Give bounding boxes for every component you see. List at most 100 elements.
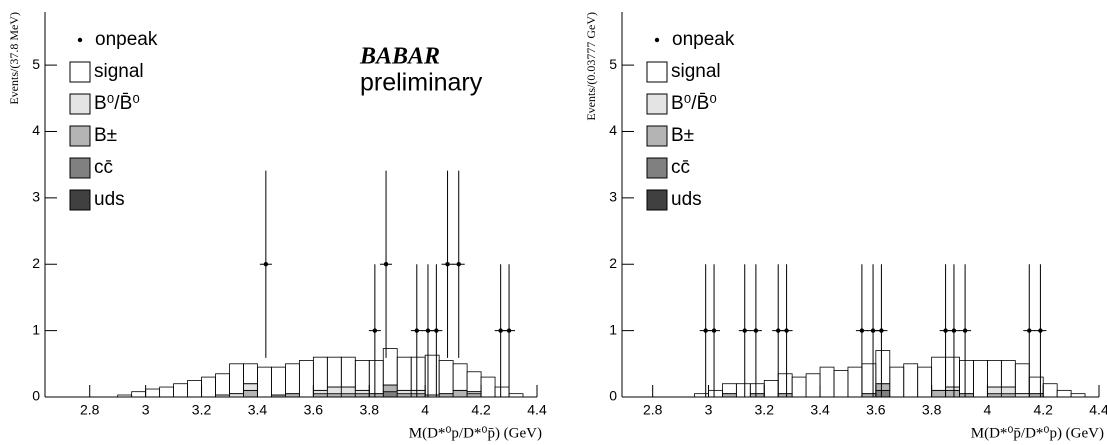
signal-bar — [889, 366, 905, 398]
x-tick-label: 4 — [421, 402, 429, 418]
signal-bar — [257, 366, 272, 398]
background-bar — [396, 389, 412, 395]
data-point — [776, 328, 781, 333]
signal-bar — [903, 363, 919, 398]
legend-swatch — [646, 93, 668, 115]
signal-bar — [987, 360, 1002, 388]
legend-label: onpeak — [95, 29, 158, 50]
background-bar — [410, 389, 426, 395]
data-point — [414, 328, 419, 333]
y-tick-label: 1 — [32, 321, 40, 337]
y-tick-label: 0 — [609, 388, 617, 404]
y-axis-label: Events/(37.8 MeV) — [7, 12, 21, 105]
signal-bar — [791, 376, 807, 398]
legend-label: onpeak — [672, 29, 735, 50]
y-tick-label: 3 — [609, 189, 617, 205]
data-point — [742, 328, 747, 333]
legend-label: signal — [671, 61, 721, 82]
legend-swatch — [69, 61, 91, 83]
y-axis-label: Events/(0.03777 GeV) — [584, 12, 598, 121]
signal-bar — [833, 370, 849, 398]
legend-label: uds — [94, 189, 125, 210]
legend-label: cc̄ — [671, 157, 690, 178]
data-point — [383, 262, 389, 267]
data-point — [859, 328, 865, 333]
signal-bar — [1014, 363, 1030, 395]
signal-bar — [819, 366, 835, 398]
signal-bar — [131, 391, 147, 398]
background-bar — [326, 386, 342, 395]
legend-swatch — [69, 157, 91, 179]
legend-label: uds — [671, 189, 702, 210]
x-tick-label: 4.2 — [1033, 402, 1053, 418]
signal-bar — [271, 366, 286, 396]
signal-bar — [354, 360, 370, 391]
signal-bar — [875, 350, 891, 385]
y-tick-label: 4 — [609, 122, 617, 138]
background-bar — [382, 391, 398, 398]
background-bar — [945, 386, 960, 391]
data-point — [962, 328, 968, 333]
data-point — [784, 328, 789, 333]
signal-bar — [805, 373, 821, 398]
background-bar — [340, 386, 356, 395]
legend-swatch — [646, 61, 668, 83]
data-point — [1038, 328, 1043, 333]
x-tick-label: 2.8 — [643, 402, 663, 418]
data-point — [943, 328, 948, 333]
legend-label: signal — [94, 61, 144, 82]
y-tick-label: 1 — [609, 321, 617, 337]
legend-label: B± — [94, 125, 117, 146]
signal-bar — [187, 380, 202, 398]
legend-swatch — [69, 125, 91, 147]
signal-bar — [722, 383, 737, 395]
background-bar — [243, 389, 258, 398]
x-tick-label: 3.4 — [248, 402, 268, 418]
background-bar — [945, 389, 960, 398]
data-point — [445, 262, 450, 267]
signal-bar — [159, 386, 174, 398]
signal-bar — [917, 366, 933, 398]
logo: BABAR — [359, 44, 440, 70]
signal-bar — [1056, 389, 1072, 398]
annotation: preliminary — [360, 69, 483, 97]
background-bar — [243, 383, 258, 391]
y-tick-label: 2 — [32, 255, 40, 271]
signal-bar — [145, 388, 161, 398]
legend-swatch — [646, 125, 668, 147]
x-tick-label: 3.8 — [922, 402, 942, 418]
signal-bar — [326, 356, 342, 388]
signal-bar — [777, 373, 793, 395]
data-point — [425, 328, 431, 333]
data-point — [372, 328, 378, 333]
background-bar — [931, 389, 946, 398]
legend-swatch — [69, 189, 91, 211]
data-point — [879, 328, 884, 333]
signal-bar — [480, 376, 496, 398]
background-bar — [382, 384, 398, 393]
data-point — [703, 328, 708, 333]
legend-swatch — [646, 189, 668, 211]
signal-bar — [452, 363, 468, 391]
legend-marker — [654, 37, 660, 43]
signal-bar — [735, 383, 751, 398]
x-tick-label: 3.2 — [755, 402, 775, 418]
background-bar — [987, 386, 1002, 395]
signal-bar — [931, 356, 946, 391]
legend-label: B⁰/B̄⁰ — [94, 93, 140, 114]
signal-bar — [201, 376, 216, 398]
legend-label: B± — [671, 125, 694, 146]
signal-bar — [215, 373, 230, 396]
signal-bar — [368, 360, 384, 395]
data-point — [753, 328, 759, 333]
legend-marker — [77, 37, 83, 43]
signal-bar — [229, 363, 244, 395]
signal-bar — [1028, 376, 1044, 395]
signal-bar — [1000, 360, 1016, 388]
x-tick-label: 3.6 — [866, 402, 886, 418]
legend-swatch — [69, 93, 91, 115]
signal-bar — [973, 360, 988, 398]
signal-bar — [424, 354, 440, 396]
signal-bar — [312, 356, 328, 391]
